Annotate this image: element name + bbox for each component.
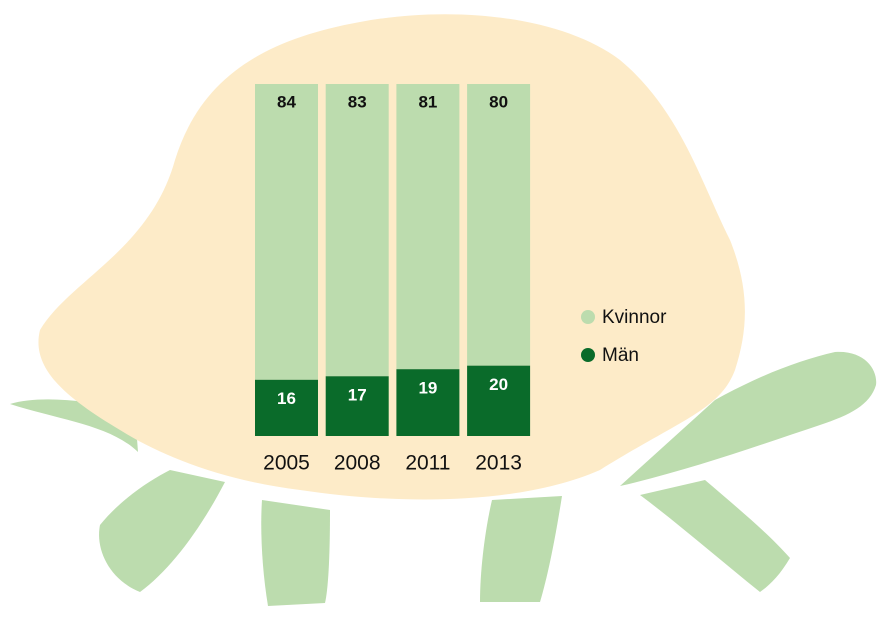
value-label: 83	[348, 92, 367, 111]
legend-swatch	[581, 348, 595, 362]
turtle-leg	[640, 480, 790, 592]
x-tick-label: 2008	[334, 452, 381, 475]
legend-swatch	[581, 310, 595, 324]
value-label: 17	[348, 386, 367, 405]
turtle-leg	[99, 470, 225, 592]
value-label: 19	[418, 379, 437, 398]
value-label: 84	[277, 92, 296, 111]
value-label: 16	[277, 389, 296, 408]
x-tick-label: 2013	[475, 452, 522, 475]
legend-label: Kvinnor	[602, 307, 667, 328]
legend-label: Män	[602, 345, 639, 366]
value-label: 20	[489, 375, 508, 394]
chart: 16 84 2005 17 83 2008 19 81 2011 20 80 2013 Kvinnor M…	[0, 0, 878, 614]
bar-segment	[396, 84, 459, 369]
value-label: 81	[418, 92, 437, 111]
value-label: 80	[489, 92, 508, 111]
turtle-leg	[480, 496, 562, 602]
turtle-leg	[261, 500, 330, 606]
bar-segment	[467, 84, 530, 366]
bar-segment	[326, 84, 389, 376]
x-tick-label: 2011	[405, 452, 450, 475]
turtle-shell	[38, 14, 744, 499]
x-tick-label: 2005	[263, 452, 310, 475]
bar-segment	[255, 84, 318, 380]
